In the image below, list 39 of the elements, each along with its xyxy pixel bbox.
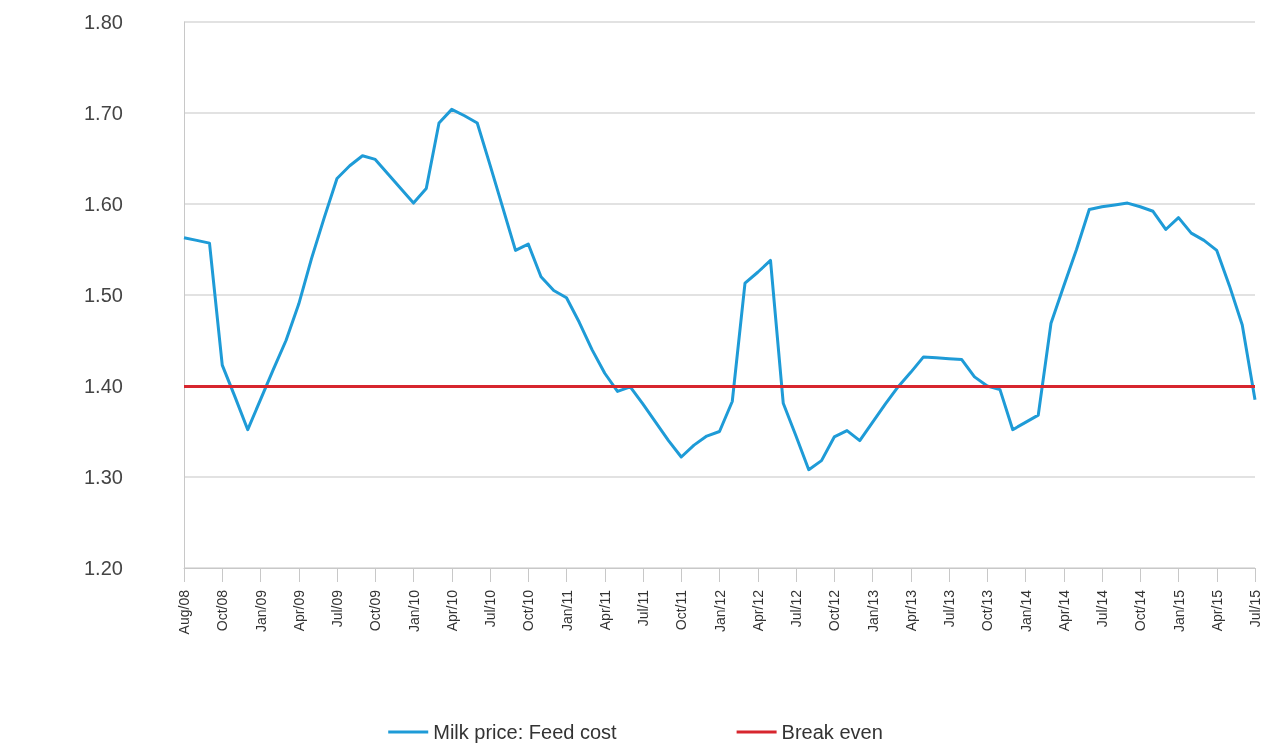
x-tick-label: Oct/12	[826, 589, 843, 632]
x-tick-label: Apr/13	[902, 589, 919, 632]
x-tick-label: Jul/11	[635, 589, 651, 627]
line-series	[182, 107, 1257, 472]
y-tick-label: 1.80	[84, 11, 123, 33]
x-tick-label: Jul/12	[788, 589, 804, 628]
x-tick-label: Jul/13	[941, 589, 957, 628]
y-tick-label: 1.60	[84, 193, 123, 215]
x-tick-label: Jan/15	[1170, 589, 1187, 633]
y-tick-label: 1.20	[84, 557, 123, 579]
y-tick-label: 1.50	[84, 284, 123, 306]
x-tick-label: Jul/09	[329, 589, 345, 628]
x-tick-label: Jul/14	[1094, 589, 1110, 628]
x-tick-label: Oct/10	[520, 589, 537, 632]
x-tick-label: Jan/09	[252, 589, 269, 633]
x-tick-label: Jan/13	[864, 589, 881, 633]
x-tick-label: Apr/10	[443, 589, 460, 632]
x-tick-label: Jul/15	[1247, 589, 1263, 628]
y-tick-label: 1.40	[84, 375, 123, 397]
x-tick-label: Oct/09	[367, 589, 384, 632]
y-tick-label: 1.70	[84, 102, 123, 124]
x-tick-label: Oct/08	[214, 589, 231, 632]
x-tick-label: Jan/14	[1017, 589, 1034, 633]
x-tick-label: Jan/10	[405, 589, 422, 633]
x-tick-label: Apr/11	[596, 589, 613, 631]
x-tick-label: Oct/13	[979, 589, 996, 632]
x-tick-label: Oct/11	[673, 589, 690, 631]
y-tick-label: 1.30	[84, 466, 123, 488]
x-tick-label: Apr/09	[290, 589, 307, 632]
x-tick-label: Apr/15	[1208, 589, 1225, 632]
x-tick-label: Apr/12	[749, 589, 766, 632]
x-tick-label: Jul/10	[482, 589, 498, 628]
x-tick-label: Apr/14	[1055, 589, 1072, 632]
x-tick-label: Oct/14	[1132, 589, 1149, 632]
x-tick-label: Aug/08	[176, 589, 192, 635]
x-tick-label: Jan/12	[711, 589, 728, 633]
legend-label: Break even	[781, 721, 883, 743]
x-tick-label: Jan/11	[558, 589, 575, 631]
legend-label: Milk price: Feed cost	[433, 721, 618, 743]
